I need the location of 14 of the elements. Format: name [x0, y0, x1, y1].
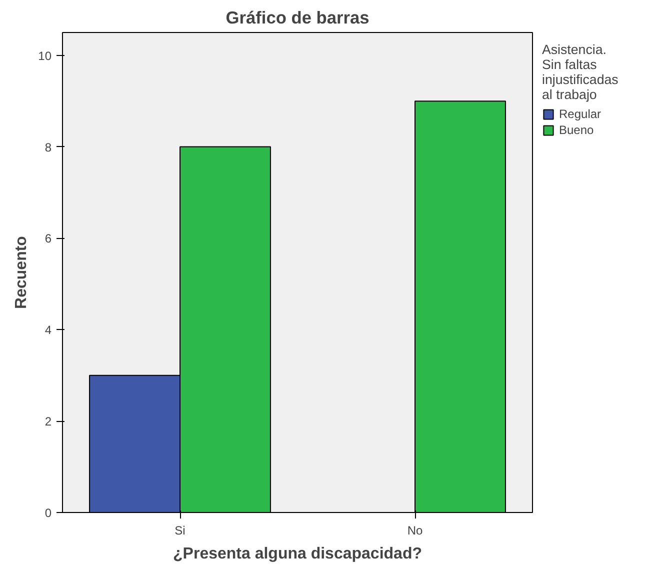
legend-label: Regular — [559, 107, 602, 121]
y-tick-label: 2 — [44, 414, 52, 429]
y-tick-label: 6 — [44, 232, 52, 246]
y-tick-label: 10 — [38, 48, 52, 63]
y-tick-label: 4 — [44, 323, 52, 338]
x-axis-title: ¿Presenta alguna discapacidad? — [173, 546, 422, 562]
legend-label: Bueno — [559, 123, 594, 137]
legend-title: Asistencia. Sin faltas injustificadas al trabajo — [542, 42, 618, 102]
chart-title: Gráfico de barras — [226, 8, 370, 28]
x-tick-label: No — [407, 524, 423, 538]
x-tick-label: Si — [174, 524, 186, 538]
y-tick-label: 0 — [44, 506, 52, 520]
y-tick-label: 8 — [44, 140, 52, 154]
y-axis-title: Recuento — [13, 236, 30, 309]
